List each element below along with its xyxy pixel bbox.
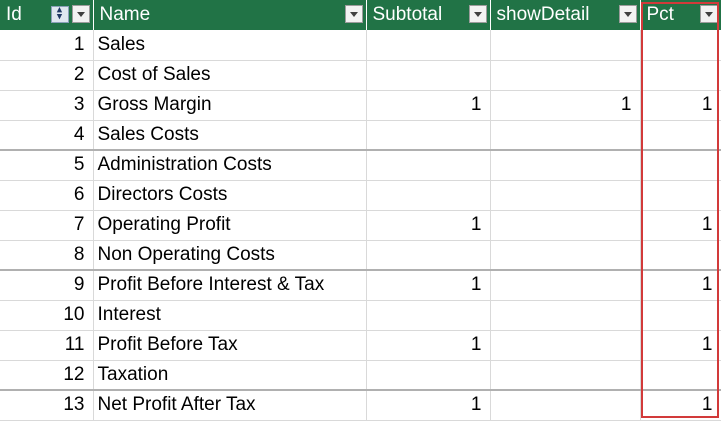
cell-show-detail[interactable] bbox=[490, 180, 641, 211]
table-body: 1 Sales 2 Cost of Sales 3 Gross Margin 1… bbox=[0, 30, 721, 421]
cell-pct[interactable] bbox=[640, 300, 721, 331]
cell-subtotal[interactable]: 1 bbox=[366, 90, 491, 121]
cell-name[interactable]: Non Operating Costs bbox=[93, 240, 367, 271]
cell-subtotal[interactable] bbox=[366, 240, 491, 271]
cell-pct[interactable] bbox=[640, 150, 721, 181]
cell-id[interactable]: 6 bbox=[0, 180, 94, 211]
cell-name[interactable]: Administration Costs bbox=[93, 150, 367, 181]
table-row: 11 Profit Before Tax 1 1 bbox=[0, 330, 721, 361]
cell-show-detail[interactable] bbox=[490, 330, 641, 361]
table-header: Id ▲ ▼ Name Subtotal showDetail Pct bbox=[0, 0, 721, 30]
cell-show-detail[interactable] bbox=[490, 210, 641, 241]
cell-id[interactable]: 11 bbox=[0, 330, 94, 361]
cell-pct[interactable] bbox=[640, 180, 721, 211]
cell-id[interactable]: 8 bbox=[0, 240, 94, 271]
cell-id[interactable]: 7 bbox=[0, 210, 94, 241]
cell-subtotal[interactable] bbox=[366, 60, 491, 91]
cell-pct[interactable]: 1 bbox=[640, 330, 721, 361]
cell-show-detail[interactable] bbox=[490, 270, 641, 301]
cell-show-detail[interactable] bbox=[490, 240, 641, 271]
filter-dropdown-icon[interactable] bbox=[468, 5, 487, 23]
cell-subtotal[interactable]: 1 bbox=[366, 270, 491, 301]
table-row: 13 Net Profit After Tax 1 1 bbox=[0, 390, 721, 421]
table-row: 9 Profit Before Interest & Tax 1 1 bbox=[0, 270, 721, 301]
cell-name[interactable]: Cost of Sales bbox=[93, 60, 367, 91]
cell-id[interactable]: 12 bbox=[0, 360, 94, 391]
cell-show-detail[interactable] bbox=[490, 390, 641, 421]
column-header-label: Id bbox=[6, 3, 22, 25]
table-row: 1 Sales bbox=[0, 30, 721, 61]
table-row: 8 Non Operating Costs bbox=[0, 240, 721, 271]
cell-name[interactable]: Directors Costs bbox=[93, 180, 367, 211]
cell-id[interactable]: 13 bbox=[0, 390, 94, 421]
cell-subtotal[interactable] bbox=[366, 300, 491, 331]
cell-name[interactable]: Profit Before Tax bbox=[93, 330, 367, 361]
cell-name[interactable]: Sales Costs bbox=[93, 120, 367, 151]
cell-show-detail[interactable] bbox=[490, 30, 641, 61]
cell-pct[interactable] bbox=[640, 240, 721, 271]
cell-subtotal[interactable] bbox=[366, 120, 491, 151]
cell-pct[interactable] bbox=[640, 120, 721, 151]
cell-id[interactable]: 1 bbox=[0, 30, 94, 61]
cell-id[interactable]: 2 bbox=[0, 60, 94, 91]
cell-name[interactable]: Net Profit After Tax bbox=[93, 390, 367, 421]
filter-dropdown-icon[interactable] bbox=[618, 5, 637, 23]
sort-ascending-icon[interactable]: ▲ ▼ bbox=[50, 6, 69, 23]
cell-id[interactable]: 9 bbox=[0, 270, 94, 301]
cell-subtotal[interactable]: 1 bbox=[366, 390, 491, 421]
column-header-label: Name bbox=[99, 3, 151, 25]
cell-pct[interactable] bbox=[640, 30, 721, 61]
table-row: 4 Sales Costs bbox=[0, 120, 721, 151]
column-header-name[interactable]: Name bbox=[93, 0, 367, 30]
table-row: 7 Operating Profit 1 1 bbox=[0, 210, 721, 241]
cell-show-detail[interactable]: 1 bbox=[490, 90, 641, 121]
cell-subtotal[interactable]: 1 bbox=[366, 330, 491, 361]
cell-id[interactable]: 5 bbox=[0, 150, 94, 181]
cell-name[interactable]: Sales bbox=[93, 30, 367, 61]
cell-name[interactable]: Operating Profit bbox=[93, 210, 367, 241]
cell-show-detail[interactable] bbox=[490, 300, 641, 331]
cell-show-detail[interactable] bbox=[490, 150, 641, 181]
filter-dropdown-icon[interactable] bbox=[71, 5, 90, 23]
cell-subtotal[interactable] bbox=[366, 180, 491, 211]
filter-dropdown-icon[interactable] bbox=[700, 5, 718, 23]
cell-subtotal[interactable]: 1 bbox=[366, 210, 491, 241]
cell-id[interactable]: 4 bbox=[0, 120, 94, 151]
cell-pct[interactable]: 1 bbox=[640, 270, 721, 301]
cell-id[interactable]: 3 bbox=[0, 90, 94, 121]
table-row: 12 Taxation bbox=[0, 360, 721, 391]
column-header-id[interactable]: Id ▲ ▼ bbox=[0, 0, 94, 30]
filter-dropdown-icon[interactable] bbox=[344, 5, 363, 23]
cell-subtotal[interactable] bbox=[366, 360, 491, 391]
cell-name[interactable]: Gross Margin bbox=[93, 90, 367, 121]
column-header-pct[interactable]: Pct bbox=[640, 0, 721, 30]
table-row: 2 Cost of Sales bbox=[0, 60, 721, 91]
cell-name[interactable]: Taxation bbox=[93, 360, 367, 391]
cell-pct[interactable]: 1 bbox=[640, 390, 721, 421]
cell-show-detail[interactable] bbox=[490, 360, 641, 391]
column-header-label: Subtotal bbox=[372, 3, 443, 25]
table-row: 5 Administration Costs bbox=[0, 150, 721, 181]
cell-name[interactable]: Profit Before Interest & Tax bbox=[93, 270, 367, 301]
cell-show-detail[interactable] bbox=[490, 60, 641, 91]
table-row: 10 Interest bbox=[0, 300, 721, 331]
cell-name[interactable]: Interest bbox=[93, 300, 367, 331]
table-row: 6 Directors Costs bbox=[0, 180, 721, 211]
table-row: 3 Gross Margin 1 1 1 bbox=[0, 90, 721, 121]
cell-show-detail[interactable] bbox=[490, 120, 641, 151]
cell-pct[interactable] bbox=[640, 60, 721, 91]
cell-subtotal[interactable] bbox=[366, 150, 491, 181]
cell-subtotal[interactable] bbox=[366, 30, 491, 61]
cell-pct[interactable]: 1 bbox=[640, 90, 721, 121]
column-header-label: Pct bbox=[646, 3, 674, 25]
cell-pct[interactable] bbox=[640, 360, 721, 391]
column-header-subtotal[interactable]: Subtotal bbox=[366, 0, 491, 30]
cell-pct[interactable]: 1 bbox=[640, 210, 721, 241]
cell-id[interactable]: 10 bbox=[0, 300, 94, 331]
column-header-show-detail[interactable]: showDetail bbox=[490, 0, 641, 30]
column-header-label: showDetail bbox=[496, 3, 590, 25]
